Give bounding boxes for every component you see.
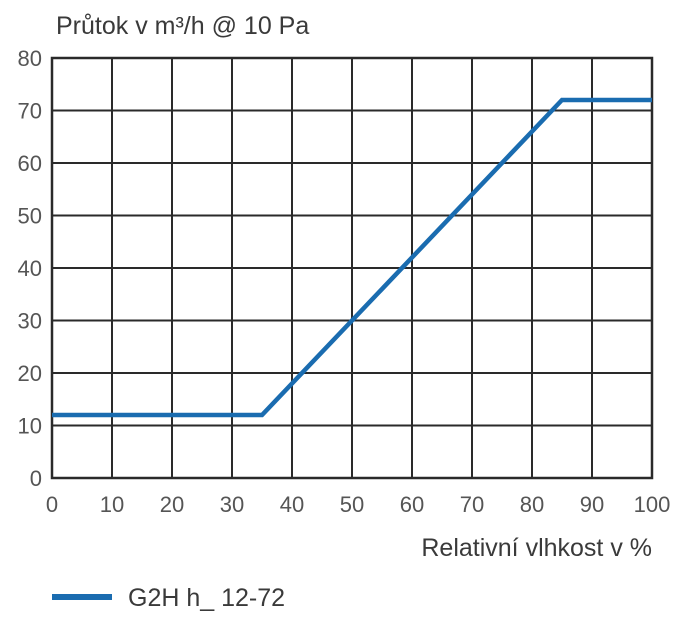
legend-label: G2H h_ 12-72: [128, 584, 285, 612]
x-axis-ticks: 0 10 20 30 40 50 60 70 80 90 100: [46, 492, 670, 517]
y-tick-label: 30: [18, 309, 42, 334]
x-tick-label: 0: [46, 492, 58, 517]
y-tick-label: 10: [18, 414, 42, 439]
x-tick-label: 30: [220, 492, 244, 517]
legend: G2H h_ 12-72: [52, 584, 285, 612]
y-tick-label: 60: [18, 151, 42, 176]
series-line: [52, 97, 652, 418]
x-tick-label: 90: [580, 492, 604, 517]
y-tick-label: 50: [18, 204, 42, 229]
x-tick-label: 20: [160, 492, 184, 517]
x-axis-label: Relativní vlhkost v %: [421, 534, 652, 562]
y-tick-label: 0: [30, 466, 42, 491]
y-axis-ticks: 0 10 20 30 40 50 60 70 80: [18, 46, 42, 491]
x-tick-label: 50: [340, 492, 364, 517]
y-tick-label: 40: [18, 256, 42, 281]
y-tick-label: 20: [18, 361, 42, 386]
x-tick-label: 100: [634, 492, 671, 517]
plot-frame: [50, 56, 654, 480]
chart-title: Průtok v m³/h @ 10 Pa: [56, 12, 309, 40]
x-tick-label: 60: [400, 492, 424, 517]
y-tick-label: 80: [18, 46, 42, 71]
x-tick-label: 10: [100, 492, 124, 517]
x-tick-label: 40: [280, 492, 304, 517]
series-lines: [52, 97, 652, 418]
y-tick-label: 70: [18, 99, 42, 124]
x-tick-label: 80: [520, 492, 544, 517]
x-tick-label: 70: [460, 492, 484, 517]
